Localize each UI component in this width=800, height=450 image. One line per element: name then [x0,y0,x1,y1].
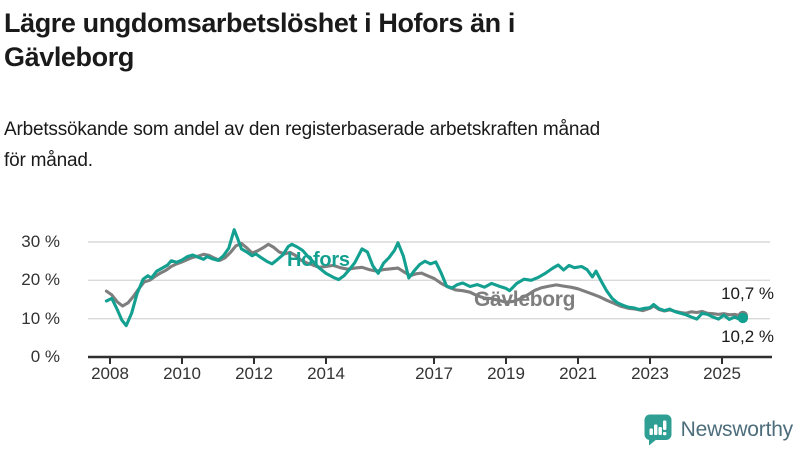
subtitle-line-2: för månad. [4,150,93,171]
x-axis-tick-label: 2017 [415,364,453,383]
series-label-hofors: Hofors [287,249,350,271]
newsworthy-chart-bubble-icon [644,414,672,446]
end-value-label-hofors: 10,2 % [721,327,774,346]
title-line-1: Lägre ungdomsarbetslöshet i Hofors än i [4,8,515,38]
x-axis-tick-label: 2014 [307,364,345,383]
newsworthy-logo: Newsworthy [643,413,793,446]
x-axis-tick-label: 2025 [703,364,741,383]
y-axis-tick-label: 10 % [21,308,60,328]
x-axis-tick-label: 2019 [487,364,525,383]
end-value-label-gavleborg: 10,7 % [721,284,774,303]
y-axis-tick-label: 30 % [21,232,60,251]
newsworthy-logo-text: Newsworthy [680,417,794,441]
x-axis-tick-label: 2008 [91,364,129,383]
chart-subtitle: Arbetssökande som andel av den registerb… [4,114,600,176]
x-axis-tick-label: 2023 [631,364,669,383]
title-line-2: Gävleborg [4,42,134,72]
x-axis-tick-label: 2010 [163,364,201,383]
series-label-gavleborg: Gävleborg [474,288,576,311]
x-axis-tick-label: 2021 [559,364,597,383]
y-axis-tick-label: 20 % [21,270,60,290]
subtitle-line-1: Arbetssökande som andel av den registerb… [4,119,601,140]
y-axis-tick-label: 0 % [30,347,60,366]
page-title: Lägre ungdomsarbetslöshet i Hofors än i … [4,6,515,74]
x-axis-tick-label: 2012 [235,364,273,383]
series-end-dot-hofors [737,312,749,324]
series-line-hofors [104,228,745,328]
